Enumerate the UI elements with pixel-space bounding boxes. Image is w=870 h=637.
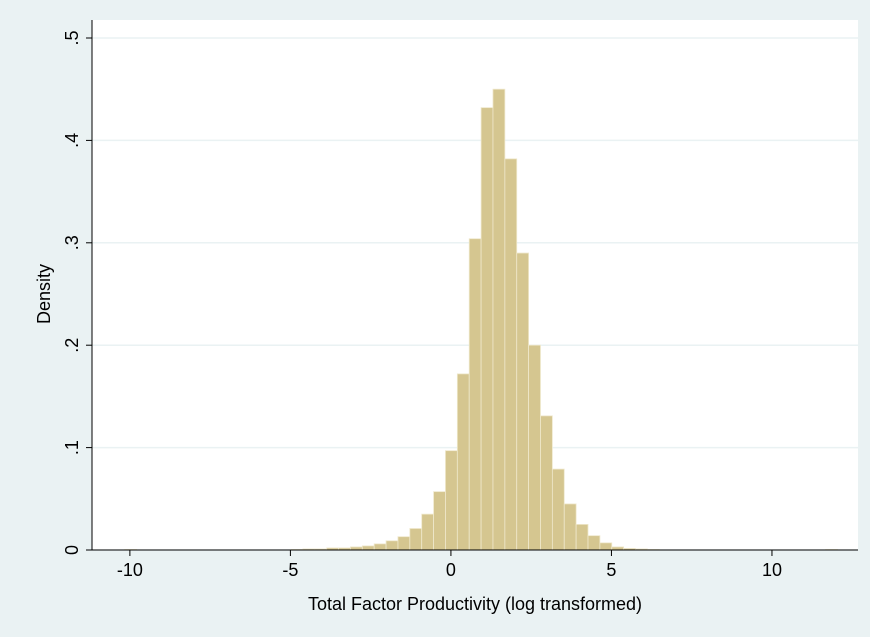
bar <box>385 540 399 551</box>
bar <box>587 535 601 551</box>
bar <box>528 344 541 551</box>
x-tick-label: 0 <box>446 560 456 580</box>
x-tick-label: 10 <box>762 560 782 580</box>
bar <box>361 545 375 551</box>
x-tick-label: 5 <box>606 560 616 580</box>
bar <box>468 238 482 551</box>
y-tick-label: 0 <box>62 545 82 555</box>
bar <box>433 491 446 551</box>
bar <box>599 542 613 551</box>
bar <box>480 107 494 551</box>
bar <box>397 536 411 551</box>
bar <box>540 415 553 551</box>
y-tick-label: .2 <box>62 338 82 353</box>
y-tick-label: .4 <box>62 133 82 148</box>
bar <box>445 450 458 551</box>
y-tick-label: .5 <box>62 30 82 45</box>
bar <box>456 373 470 551</box>
bar <box>421 513 434 551</box>
x-axis-label: Total Factor Productivity (log transform… <box>308 594 642 614</box>
bar <box>373 543 387 551</box>
x-tick-label: -5 <box>282 560 298 580</box>
bar <box>575 524 589 551</box>
y-tick-label: .3 <box>62 235 82 250</box>
bar <box>504 158 518 551</box>
bar <box>551 468 565 551</box>
x-tick-label: -10 <box>117 560 143 580</box>
y-axis-label: Density <box>34 264 54 324</box>
bar <box>516 252 530 551</box>
y-tick-label: .1 <box>62 440 82 455</box>
bar <box>492 88 506 551</box>
bar <box>409 528 423 551</box>
bar <box>563 503 577 551</box>
